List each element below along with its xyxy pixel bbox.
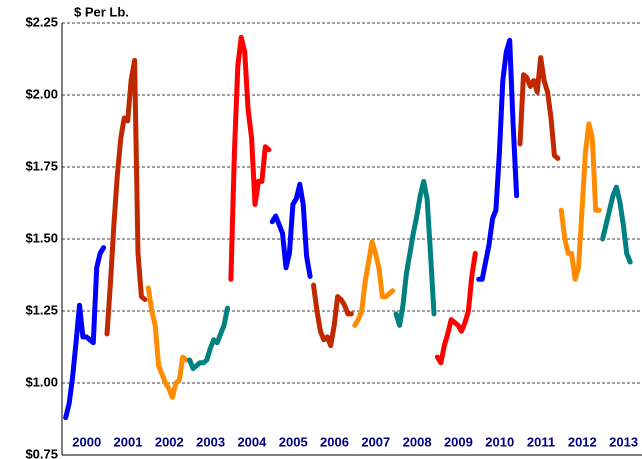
line-segment — [228, 34, 272, 282]
x-tick-label: 2000 — [72, 434, 101, 449]
line-segment — [558, 121, 602, 282]
line-segment — [476, 37, 520, 282]
x-tick-label: 2002 — [155, 434, 184, 449]
y-axis-label: $ Per Lb. — [74, 4, 129, 19]
x-tick-label: 2008 — [403, 434, 432, 449]
y-tick-label: $1.50 — [25, 230, 58, 245]
x-tick-label: 2007 — [361, 434, 390, 449]
x-tick-label: 2001 — [114, 434, 143, 449]
line-segment — [187, 305, 230, 372]
x-tick-label: 2004 — [237, 434, 267, 449]
x-tick-label: 2013 — [609, 434, 638, 449]
line-segment — [104, 57, 148, 337]
y-tick-label: $1.00 — [25, 374, 58, 389]
x-tick-label: 2010 — [485, 434, 514, 449]
line-segment — [145, 285, 189, 400]
x-tick-label: 2006 — [320, 434, 349, 449]
line-segment — [311, 282, 354, 349]
line-segment — [393, 178, 437, 328]
line-segment — [63, 245, 107, 421]
x-tick-label: 2003 — [196, 434, 225, 449]
y-tick-label: $1.75 — [25, 158, 58, 173]
y-tick-label: $0.75 — [25, 446, 58, 459]
line-segment — [269, 181, 313, 279]
x-tick-label: 2012 — [568, 434, 597, 449]
line-segment — [434, 250, 478, 366]
line-segment — [352, 239, 396, 328]
y-tick-label: $1.25 — [25, 302, 58, 317]
x-tick-label: 2011 — [527, 434, 555, 449]
y-tick-label: $2.00 — [25, 86, 58, 101]
line-segment — [600, 184, 633, 265]
x-tick-label: 2009 — [444, 434, 473, 449]
line-segment — [517, 55, 561, 161]
y-tick-label: $2.25 — [25, 14, 58, 29]
x-tick-label: 2005 — [279, 434, 308, 449]
